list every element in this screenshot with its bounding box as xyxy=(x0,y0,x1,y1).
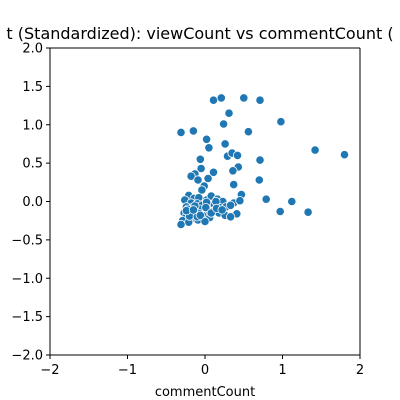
y-tick-label: 0.0 xyxy=(22,195,43,210)
scatter-point xyxy=(216,93,226,103)
y-tick-label: 1.0 xyxy=(22,118,43,133)
scatter-point xyxy=(196,163,206,174)
data-points-layer xyxy=(176,93,350,230)
scatter-point xyxy=(310,145,320,155)
scatter-point xyxy=(208,167,219,177)
x-axis-label: commentCount xyxy=(155,385,255,400)
x-tick-label: 1 xyxy=(278,363,286,378)
x-tick-label: 2 xyxy=(356,363,364,378)
scatter-point xyxy=(261,194,271,204)
y-tick-label: 2.0 xyxy=(22,42,43,57)
scatter-point xyxy=(188,126,198,136)
scatter-point xyxy=(229,180,239,190)
scatter-point xyxy=(232,150,243,160)
scatter-point xyxy=(275,206,285,217)
x-tick-label: −1 xyxy=(118,363,137,378)
scatter-point xyxy=(202,134,212,144)
scatter-point xyxy=(195,210,205,220)
scatter-point xyxy=(287,196,297,207)
scatter-point xyxy=(255,95,265,105)
scatter-point xyxy=(200,216,210,227)
scatter-point xyxy=(188,205,198,215)
scatter-point xyxy=(226,200,236,210)
scatter-point xyxy=(255,155,265,165)
scatter-point xyxy=(226,212,236,222)
y-tick-label: −2.0 xyxy=(11,349,43,364)
scatter-point xyxy=(220,139,230,149)
scatter-point xyxy=(228,166,238,176)
scatter-point xyxy=(219,119,229,129)
scatter-point xyxy=(197,185,207,195)
scatter-point xyxy=(303,207,313,217)
scatter-point xyxy=(176,127,186,137)
scatter-point xyxy=(235,196,245,206)
scatter-point xyxy=(339,150,350,160)
x-tick-label: 0 xyxy=(201,363,209,378)
y-tick-label: −0.5 xyxy=(11,233,43,248)
scatter-point xyxy=(254,175,264,185)
scatter-point xyxy=(204,143,214,153)
scatter-point xyxy=(276,117,286,127)
scatter-point xyxy=(195,154,205,164)
scatter-point xyxy=(239,93,249,103)
x-axis-ticks: −2 −1 0 1 2 xyxy=(40,355,364,378)
y-tick-label: 0.5 xyxy=(22,157,43,172)
y-axis-ticks: −2.0 −1.5 −1.0 −0.5 0.0 0.5 1.0 1.5 2.0 xyxy=(11,42,50,364)
y-tick-label: 1.5 xyxy=(22,80,43,95)
chart-title: t (Standardized): viewCount vs commentCo… xyxy=(6,24,393,43)
scatter-point xyxy=(176,219,186,230)
scatter-point xyxy=(217,205,227,215)
scatter-point xyxy=(201,203,211,213)
y-tick-label: −1.0 xyxy=(11,272,43,287)
y-tick-label: −1.5 xyxy=(11,310,43,325)
scatter-point xyxy=(208,95,219,105)
scatter-point xyxy=(193,175,203,185)
x-tick-label: −2 xyxy=(40,363,59,378)
scatter-point xyxy=(224,108,234,118)
scatter-point xyxy=(243,127,253,137)
scatter-point xyxy=(203,173,213,184)
scatter-point xyxy=(186,171,196,181)
